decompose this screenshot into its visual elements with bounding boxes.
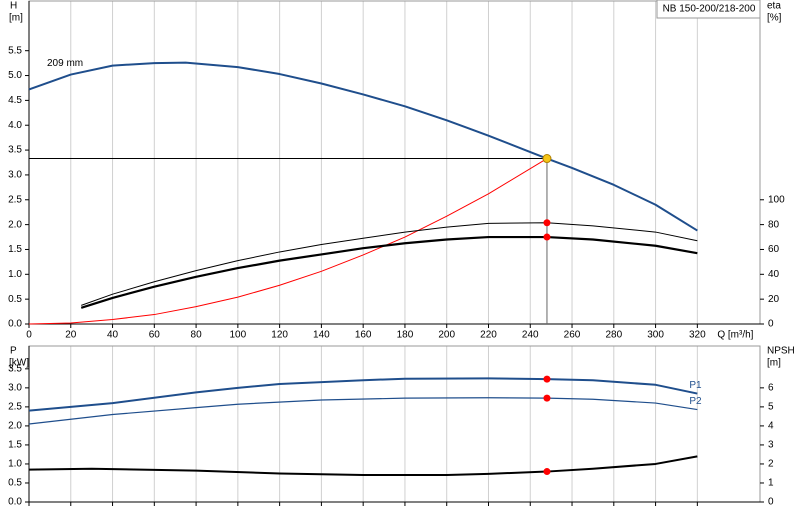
curve-label: P1 xyxy=(689,380,702,391)
x-tick-label: 180 xyxy=(397,330,414,341)
y2-tick-label: 0 xyxy=(768,319,774,330)
x-tick-label: 200 xyxy=(438,330,455,341)
x-tick-label: 300 xyxy=(647,330,664,341)
y-tick-label: 3.5 xyxy=(8,363,22,374)
y2-tick-label: 0 xyxy=(768,497,774,508)
x-tick-label: 140 xyxy=(313,330,330,341)
y2-axis-unit: [m] xyxy=(767,358,781,369)
curve-label: P2 xyxy=(689,396,702,407)
x-tick-label: 220 xyxy=(480,330,497,341)
y-tick-label: 1.5 xyxy=(8,244,22,255)
y2-axis-unit: [%] xyxy=(767,13,782,24)
y-tick-label: 2.5 xyxy=(8,194,22,205)
x-tick-label: 240 xyxy=(522,330,539,341)
y2-tick-label: 2 xyxy=(768,459,774,470)
y-tick-label: 2.0 xyxy=(8,219,22,230)
y2-tick-label: 20 xyxy=(768,294,780,305)
curve xyxy=(28,158,548,325)
curve xyxy=(28,455,698,476)
x-tick-label: 120 xyxy=(271,330,288,341)
duty-point xyxy=(542,154,552,164)
x-tick-label: 0 xyxy=(26,330,32,341)
curve xyxy=(28,61,698,232)
curve xyxy=(81,222,698,306)
y2-axis-label: eta xyxy=(767,1,781,12)
y-axis-label: P xyxy=(10,346,17,357)
y-tick-label: 4.5 xyxy=(8,95,22,106)
y-tick-label: 0.0 xyxy=(8,497,22,508)
x-tick-label: 280 xyxy=(605,330,622,341)
x-tick-label: 260 xyxy=(564,330,581,341)
duty-dot xyxy=(543,375,551,383)
model-box xyxy=(656,0,761,19)
curve xyxy=(80,235,698,309)
duty-dot xyxy=(543,219,551,227)
plot-frame xyxy=(28,0,761,325)
y-axis-label: H xyxy=(10,1,17,12)
y-tick-label: 3.0 xyxy=(8,170,22,181)
y-tick-label: 0.0 xyxy=(8,319,22,330)
plot-frame xyxy=(28,345,761,503)
x-tick-label: 60 xyxy=(149,330,161,341)
y-tick-label: 2.5 xyxy=(8,402,22,413)
y-tick-label: 1.0 xyxy=(8,269,22,280)
y-tick-label: 1.0 xyxy=(8,459,22,470)
y2-tick-label: 4 xyxy=(768,421,774,432)
x-axis-label: Q [m³/h] xyxy=(717,330,753,341)
y-axis-unit: [m] xyxy=(9,13,23,24)
y2-tick-label: 40 xyxy=(768,269,780,280)
duty-dot xyxy=(543,233,551,241)
y2-tick-label: 60 xyxy=(768,244,780,255)
y-axis-unit: [kW] xyxy=(9,358,29,369)
y2-tick-label: 1 xyxy=(768,478,774,489)
x-tick-label: 80 xyxy=(191,330,203,341)
y-tick-label: 3.0 xyxy=(8,382,22,393)
y-tick-label: 0.5 xyxy=(8,294,22,305)
y2-tick-label: 80 xyxy=(768,219,780,230)
y2-tick-label: 100 xyxy=(768,194,785,205)
curve xyxy=(28,397,698,425)
y-tick-label: 2.0 xyxy=(8,421,22,432)
y2-tick-label: 5 xyxy=(768,402,774,413)
y2-tick-label: 3 xyxy=(768,440,774,451)
y-tick-label: 4.0 xyxy=(8,120,22,131)
impeller-label: 209 mm xyxy=(47,58,83,69)
x-tick-label: 20 xyxy=(65,330,77,341)
model-label: NB 150-200/218-200 xyxy=(663,4,756,15)
x-tick-label: 320 xyxy=(689,330,706,341)
y-tick-label: 0.5 xyxy=(8,478,22,489)
x-tick-label: 40 xyxy=(107,330,119,341)
y2-axis-label: NPSH xyxy=(767,346,795,357)
curve xyxy=(28,377,698,412)
duty-dot xyxy=(543,468,551,476)
y2-tick-label: 6 xyxy=(768,382,774,393)
y-tick-label: 5.0 xyxy=(8,70,22,81)
y-tick-label: 5.5 xyxy=(8,45,22,56)
duty-dot xyxy=(543,394,551,402)
y-tick-label: 3.5 xyxy=(8,145,22,156)
y-tick-label: 1.5 xyxy=(8,440,22,451)
x-tick-label: 160 xyxy=(355,330,372,341)
x-tick-label: 100 xyxy=(230,330,247,341)
